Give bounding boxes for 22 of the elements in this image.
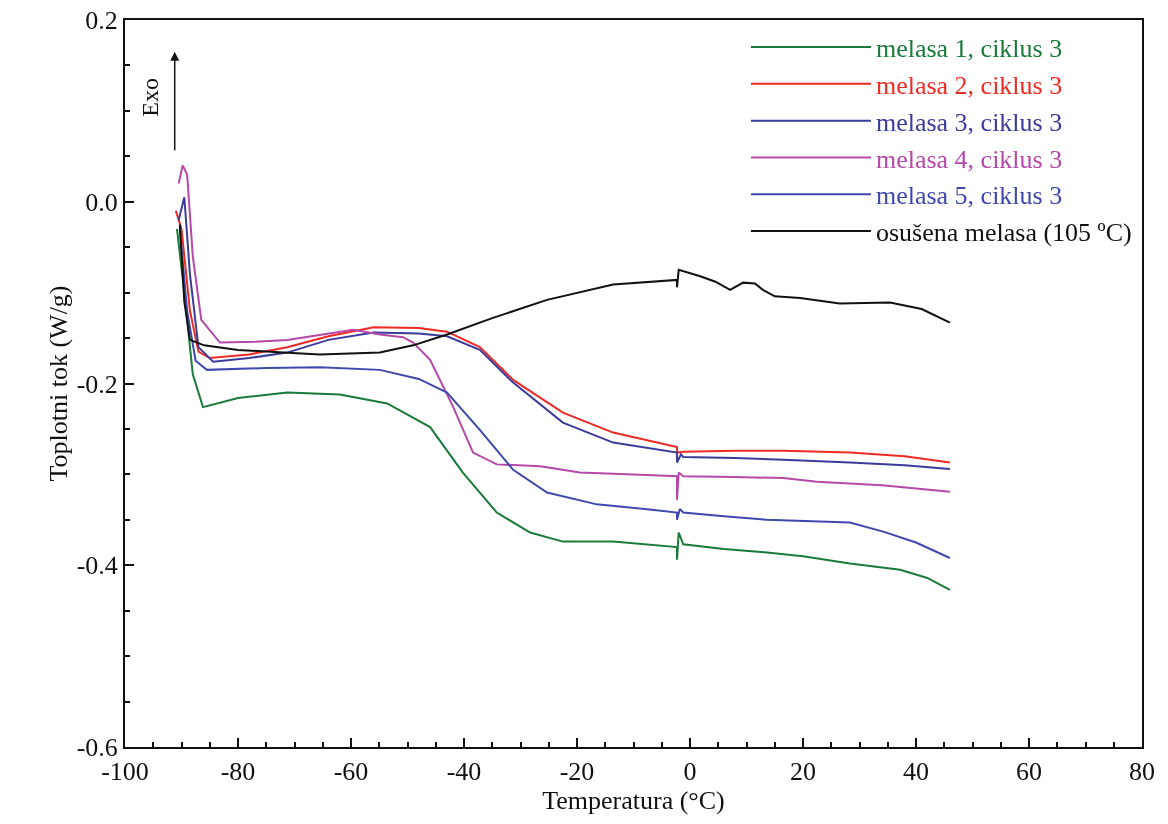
y-tick-label: -0.2 [76, 369, 118, 399]
y-tick-label: -0.4 [76, 551, 118, 581]
x-tick-label: 40 [903, 757, 929, 787]
x-tick-label: 20 [790, 757, 816, 787]
x-tick-label: 60 [1016, 757, 1042, 787]
legend-label: melasa 5, ciklus 3 [875, 181, 1063, 211]
legend-label: osušena melasa (105 ºC) [875, 218, 1132, 248]
legend-label: melasa 3, ciklus 3 [875, 107, 1063, 137]
y-tick-label: 0.2 [85, 6, 118, 36]
y-tick-label: 0.0 [85, 187, 118, 217]
x-axis-title: Temperatura (°C) [542, 786, 725, 816]
annotation: Exo [137, 77, 164, 117]
x-tick-label: -20 [559, 757, 595, 787]
legend-label: melasa 4, ciklus 3 [875, 144, 1063, 174]
x-tick-label: -80 [220, 757, 256, 787]
x-tick-label: -60 [333, 757, 369, 787]
legend-label: melasa 1, ciklus 3 [875, 34, 1063, 64]
y-axis-title: Toplotni tok (W/g) [43, 285, 73, 482]
legend-label: melasa 2, ciklus 3 [875, 70, 1063, 100]
x-tick-label: 80 [1129, 757, 1155, 787]
x-tick-label: 0 [683, 757, 697, 787]
x-tick-label: -40 [446, 757, 482, 787]
